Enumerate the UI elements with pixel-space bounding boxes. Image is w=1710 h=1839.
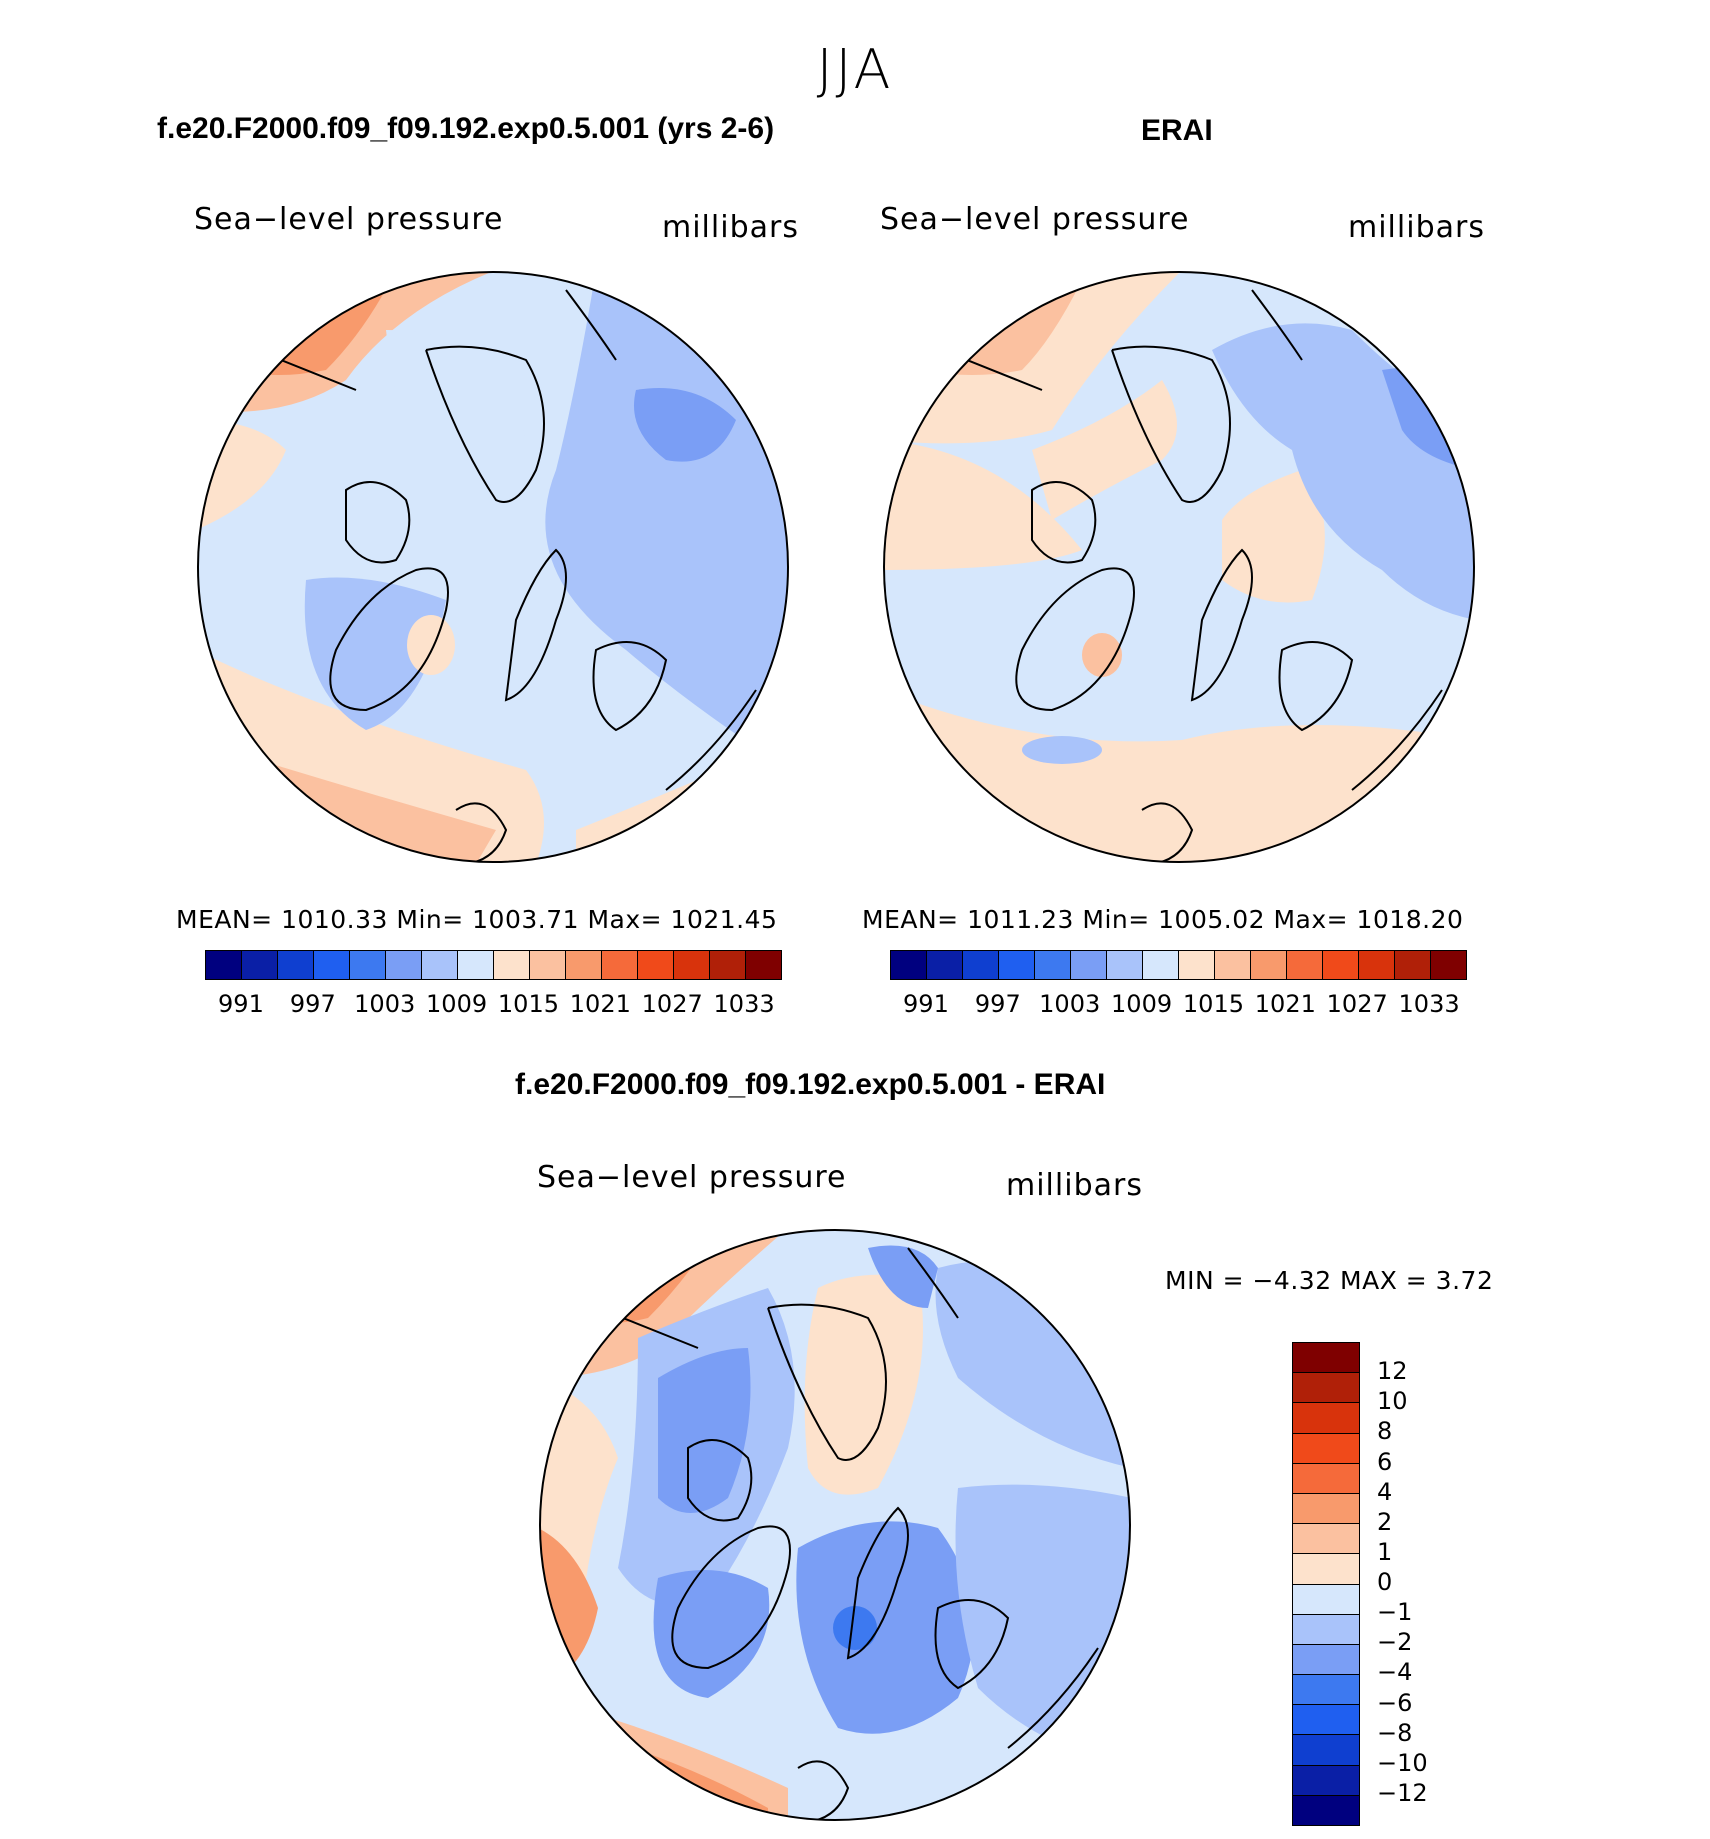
colorbar-swatch	[530, 951, 566, 979]
colorbar-swatch	[278, 951, 314, 979]
colorbar-swatch	[1071, 951, 1107, 979]
panel-right-field: Sea−level pressure	[880, 202, 1190, 237]
colorbar-swatch	[638, 951, 674, 979]
colorbar-swatch	[1179, 951, 1215, 979]
colorbar-label: 12	[1377, 1357, 1408, 1386]
colorbar-swatch	[350, 951, 386, 979]
colorbar-label: 8	[1377, 1417, 1393, 1446]
colorbar-label: −6	[1377, 1688, 1413, 1717]
colorbar-swatch	[1107, 951, 1143, 979]
colorbar-label: 4	[1377, 1477, 1393, 1506]
colorbar-swatch	[1323, 951, 1359, 979]
colorbar-swatch	[422, 951, 458, 979]
colorbar-swatch	[386, 951, 422, 979]
panel-diff-stats: MIN = −4.32 MAX = 3.72	[1165, 1266, 1494, 1295]
panel-right-stats: MEAN= 1011.23 Min= 1005.02 Max= 1018.20	[862, 905, 1464, 934]
colorbar-swatch	[458, 951, 494, 979]
colorbar-swatch	[746, 951, 781, 979]
map-diff	[539, 1229, 1131, 1821]
colorbar-swatch	[1293, 1765, 1359, 1796]
colorbar-swatch	[242, 951, 278, 979]
colorbar-swatch	[1293, 1403, 1359, 1434]
map-left	[197, 271, 789, 863]
panel-left-title: f.e20.F2000.f09_f09.192.exp0.5.001 (yrs …	[157, 112, 775, 145]
colorbar-swatch	[314, 951, 350, 979]
colorbar-label: 991	[218, 990, 264, 1018]
panel-diff-field: Sea−level pressure	[537, 1160, 847, 1195]
panel-left-field: Sea−level pressure	[194, 202, 504, 237]
colorbar-swatch	[1293, 1614, 1359, 1645]
colorbar-swatch	[1293, 1705, 1359, 1736]
colorbar-swatch	[1293, 1343, 1359, 1374]
colorbar-swatch	[1287, 951, 1323, 979]
colorbar-swatch	[891, 951, 927, 979]
colorbar-label: −10	[1377, 1748, 1428, 1777]
colorbar-swatch	[999, 951, 1035, 979]
colorbar-swatch	[494, 951, 530, 979]
colorbar-swatch	[566, 951, 602, 979]
colorbar-label: 997	[289, 990, 336, 1018]
colorbar-label: 1009	[1111, 990, 1173, 1018]
colorbar-label: −4	[1377, 1658, 1413, 1687]
colorbar-label: −1	[1377, 1598, 1413, 1627]
colorbar-swatch	[1293, 1373, 1359, 1404]
colorbar-swatch	[1395, 951, 1431, 979]
colorbar-label: 991	[903, 990, 949, 1018]
colorbar-label: 1003	[1039, 990, 1101, 1018]
colorbar-label: 1	[1377, 1537, 1393, 1566]
colorbar-swatch	[1431, 951, 1466, 979]
colorbar-label: 1033	[713, 990, 775, 1018]
colorbar-label: 1027	[641, 990, 703, 1018]
colorbar-label: 1015	[1182, 990, 1244, 1018]
panel-right-colorbar	[890, 950, 1467, 980]
colorbar-swatch	[710, 951, 746, 979]
colorbar-label: 1003	[354, 990, 416, 1018]
colorbar-swatch	[1293, 1524, 1359, 1555]
colorbar-swatch	[1293, 1433, 1359, 1464]
map-right	[883, 271, 1475, 863]
panel-right-units: millibars	[1348, 210, 1485, 245]
colorbar-label: 1033	[1398, 990, 1460, 1018]
colorbar-swatch	[1251, 951, 1287, 979]
colorbar-swatch	[963, 951, 999, 979]
colorbar-label: 997	[974, 990, 1021, 1018]
colorbar-label: 2	[1377, 1507, 1393, 1536]
colorbar-swatch	[1143, 951, 1179, 979]
colorbar-label: −2	[1377, 1628, 1413, 1657]
colorbar-label: 1027	[1326, 990, 1388, 1018]
panel-left-stats: MEAN= 1010.33 Min= 1003.71 Max= 1021.45	[176, 905, 778, 934]
colorbar-label: 0	[1377, 1568, 1393, 1596]
colorbar-label: 1021	[1254, 990, 1316, 1018]
panel-left-units: millibars	[662, 210, 799, 245]
colorbar-swatch	[206, 951, 242, 979]
colorbar-swatch	[1293, 1644, 1359, 1676]
colorbar-label: 6	[1377, 1447, 1393, 1476]
colorbar-swatch	[1293, 1493, 1359, 1525]
colorbar-label: 1009	[426, 990, 488, 1018]
colorbar-label: −8	[1377, 1718, 1413, 1747]
panel-diff-title: f.e20.F2000.f09_f09.192.exp0.5.001 - ERA…	[515, 1068, 1106, 1101]
colorbar-swatch	[1293, 1675, 1359, 1706]
colorbar-swatch	[674, 951, 710, 979]
colorbar-swatch	[1215, 951, 1251, 979]
panel-diff-units: millibars	[1006, 1168, 1143, 1203]
diff-colorbar	[1292, 1342, 1360, 1826]
colorbar-swatch	[1293, 1795, 1359, 1825]
colorbar-label: 10	[1377, 1387, 1408, 1416]
colorbar-swatch	[1359, 951, 1395, 979]
colorbar-swatch	[1035, 951, 1071, 979]
colorbar-swatch	[927, 951, 963, 979]
colorbar-label: 1021	[569, 990, 631, 1018]
colorbar-swatch	[1293, 1463, 1359, 1494]
colorbar-label: −12	[1377, 1778, 1428, 1807]
panel-right-title: ERAI	[1141, 114, 1213, 147]
colorbar-swatch	[1293, 1554, 1359, 1585]
season-title: JJA	[816, 38, 894, 101]
panel-left-colorbar	[205, 950, 782, 980]
colorbar-label: 1015	[497, 990, 559, 1018]
colorbar-swatch	[602, 951, 638, 979]
colorbar-swatch	[1293, 1584, 1359, 1615]
colorbar-swatch	[1293, 1735, 1359, 1766]
